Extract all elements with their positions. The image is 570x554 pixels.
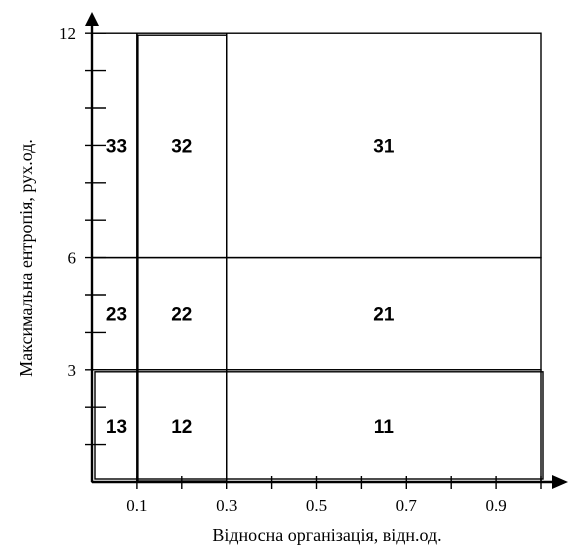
region-label-32: 32 <box>171 136 192 157</box>
region-label-13: 13 <box>106 417 127 438</box>
bottom-band-frame <box>94 371 544 480</box>
y-axis-label: Максимальна ентропія, рух.од. <box>16 139 36 377</box>
y-axis-arrow <box>85 12 99 26</box>
region-label-31: 31 <box>373 136 395 157</box>
x-axis-arrow <box>552 475 568 489</box>
axes <box>85 12 568 489</box>
region-label-21: 21 <box>373 305 395 326</box>
region-label-33: 33 <box>106 136 127 157</box>
x-tick-label: 0.9 <box>485 496 506 515</box>
region-outlines <box>91 32 544 483</box>
y-tick-label: 12 <box>59 24 76 43</box>
region-label-23: 23 <box>106 305 127 326</box>
x-axis-label: Відносна організація, відн.од. <box>212 525 441 545</box>
region-labels: 33 32 31 23 22 21 13 12 11 <box>106 136 395 438</box>
y-tick-label: 6 <box>68 249 77 268</box>
tick-labels: 0.1 0.3 0.5 0.7 0.9 3 6 12 <box>59 24 507 515</box>
region-label-12: 12 <box>171 417 192 438</box>
region-label-11: 11 <box>374 417 395 438</box>
region-label-22: 22 <box>171 305 192 326</box>
y-tick-label: 3 <box>68 361 77 380</box>
x-tick-label: 0.7 <box>396 496 418 515</box>
x-tick-label: 0.5 <box>306 496 327 515</box>
x-tick-label: 0.1 <box>126 496 147 515</box>
ticks <box>85 32 542 489</box>
x-tick-label: 0.3 <box>216 496 237 515</box>
